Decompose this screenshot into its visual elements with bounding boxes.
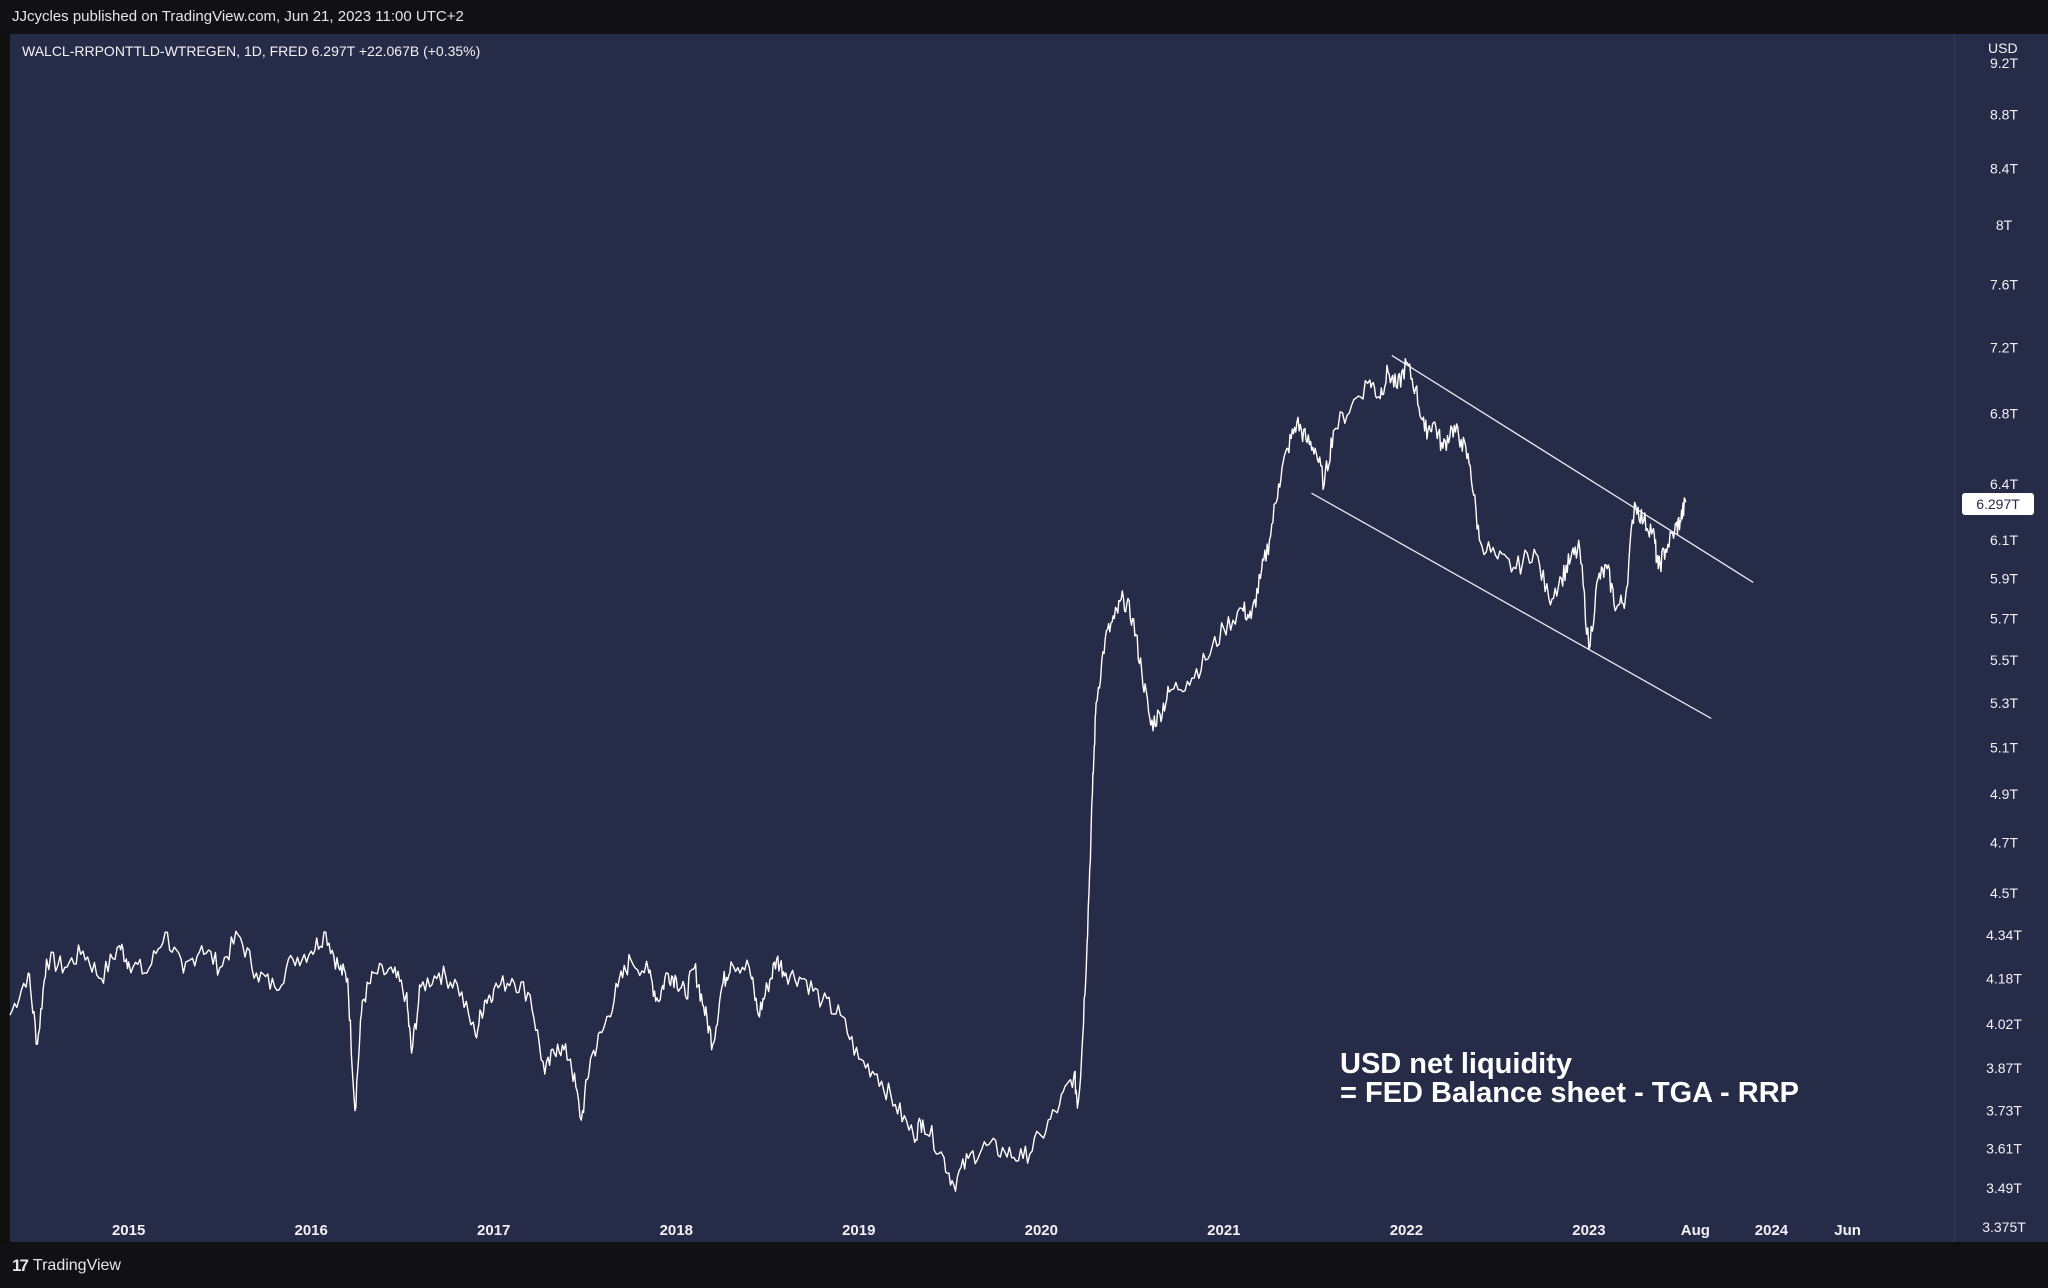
- annotation-title: USD net liquidity: [1340, 1048, 1572, 1080]
- y-tick-label: 5.7T: [1990, 610, 2018, 626]
- y-tick-label: 3.375T: [1982, 1219, 2026, 1235]
- x-tick-label: Aug: [1681, 1222, 1710, 1239]
- x-tick-label: 2017: [477, 1222, 510, 1239]
- x-tick-label: 2024: [1755, 1222, 1789, 1239]
- x-tick-label: 2018: [660, 1222, 693, 1239]
- y-tick-label: 8T: [1996, 217, 2013, 233]
- y-tick-label: 4.9T: [1990, 786, 2018, 802]
- legend-part-2: FRED: [270, 43, 312, 59]
- last-price-badge: [1962, 493, 2034, 515]
- tradingview-logo-text: TradingView: [32, 1257, 121, 1274]
- price-axis[interactable]: [1954, 34, 2048, 1242]
- y-tick-label: 5.3T: [1990, 695, 2018, 711]
- x-tick-label: 2020: [1025, 1222, 1058, 1239]
- x-tick-label: 2016: [294, 1222, 327, 1239]
- y-tick-label: 5.9T: [1990, 570, 2018, 586]
- x-tick-label: 2023: [1572, 1222, 1605, 1239]
- annotation-formula: = FED Balance sheet - TGA - RRP: [1340, 1077, 1799, 1109]
- y-tick-label: 7.2T: [1990, 339, 2018, 355]
- currency-label: USD: [1988, 40, 2018, 56]
- x-tick-label: 2022: [1390, 1222, 1423, 1239]
- y-tick-label: 8.4T: [1990, 160, 2018, 176]
- y-tick-label: 4.02T: [1986, 1016, 2022, 1032]
- y-tick-label: 3.87T: [1986, 1060, 2022, 1076]
- y-tick-label: 6.1T: [1990, 532, 2018, 548]
- legend-symbol: WALCL-RRPONTTLD-WTREGEN, 1D, FRED 6.297T…: [22, 43, 480, 59]
- legend-part-3: 6.297T: [312, 43, 359, 59]
- y-tick-label: 5.1T: [1990, 740, 2018, 756]
- legend-part-1: 1D,: [244, 43, 270, 59]
- chart-plot-area[interactable]: [10, 34, 1954, 1242]
- y-tick-label: 3.73T: [1986, 1103, 2022, 1119]
- y-tick-label: 4.34T: [1986, 927, 2022, 943]
- y-tick-label: 6.8T: [1990, 406, 2018, 422]
- y-tick-label: 9.2T: [1990, 55, 2018, 71]
- y-tick-label: 7.6T: [1990, 277, 2018, 293]
- publisher-info: JJcycles published on TradingView.com, J…: [12, 8, 464, 25]
- x-tick-label: Jun: [1834, 1222, 1861, 1239]
- last-price-label: 6.297T: [1976, 496, 2020, 512]
- y-tick-label: 8.8T: [1990, 106, 2018, 122]
- y-tick-label: 6.4T: [1990, 476, 2018, 492]
- y-tick-label: 3.49T: [1986, 1180, 2022, 1196]
- channel-trendline-lower[interactable]: [1311, 492, 1712, 719]
- tradingview-logo-icon: 17: [12, 1256, 29, 1275]
- channel-trendline-upper[interactable]: [1391, 354, 1754, 583]
- y-tick-label: 5.5T: [1990, 652, 2018, 668]
- series-line-0[interactable]: [9, 358, 1687, 1192]
- x-tick-label: 2019: [842, 1222, 875, 1239]
- y-tick-label: 4.18T: [1986, 971, 2022, 987]
- x-tick-label: 2021: [1207, 1222, 1240, 1239]
- legend-part-0: WALCL-RRPONTTLD-WTREGEN,: [22, 43, 244, 59]
- publish-bar: JJcycles published on TradingView.com, J…: [0, 0, 2048, 34]
- tradingview-logo[interactable]: 17 TradingView: [12, 1256, 121, 1276]
- y-tick-label: 4.5T: [1990, 885, 2018, 901]
- y-tick-label: 4.7T: [1990, 834, 2018, 850]
- x-tick-label: 2015: [112, 1222, 145, 1239]
- footer-bar: 17 TradingView: [0, 1244, 2048, 1288]
- y-tick-label: 3.61T: [1986, 1141, 2022, 1157]
- legend-part-4: +22.067B (+0.35%): [359, 43, 480, 59]
